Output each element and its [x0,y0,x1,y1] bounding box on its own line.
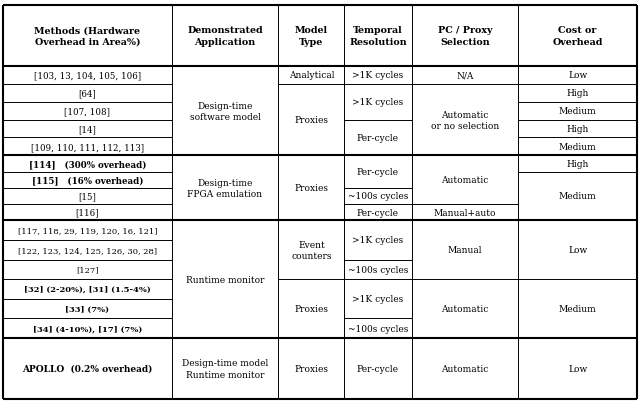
Text: APOLLO  (0.2% overhead): APOLLO (0.2% overhead) [22,364,152,373]
Text: Proxies: Proxies [294,364,328,373]
Text: Design-time
software model: Design-time software model [189,101,260,122]
Text: High: High [566,160,589,168]
Text: Low: Low [568,364,588,373]
Text: Automatic: Automatic [441,304,489,313]
Text: [127]: [127] [76,266,99,274]
Text: Medium: Medium [559,107,596,116]
Text: Proxies: Proxies [294,116,328,125]
Text: Medium: Medium [559,192,596,201]
Text: >1K cycles: >1K cycles [352,98,404,107]
Text: ~100s cycles: ~100s cycles [348,192,408,201]
Text: [114]   (300% overhead): [114] (300% overhead) [29,160,146,168]
Text: [116]: [116] [76,208,99,217]
Text: Demonstrated
Application: Demonstrated Application [187,26,263,47]
Text: Methods (Hardware
Overhead in Area%): Methods (Hardware Overhead in Area%) [35,26,140,47]
Text: >1K cycles: >1K cycles [352,236,404,245]
Text: [15]: [15] [79,192,96,201]
Text: ~100s cycles: ~100s cycles [348,265,408,274]
Text: High: High [566,125,589,134]
Text: >1K cycles: >1K cycles [352,294,404,303]
Text: Per-cycle: Per-cycle [357,168,399,177]
Text: N/A: N/A [456,71,474,80]
Text: [34] (4-10%), [17] (7%): [34] (4-10%), [17] (7%) [33,324,142,333]
Text: Automatic: Automatic [441,176,489,185]
Text: Manual+auto: Manual+auto [434,208,496,217]
Text: Design-time
FPGA emulation: Design-time FPGA emulation [188,178,262,198]
Text: Low: Low [568,245,588,255]
Text: Model
Type: Model Type [295,26,328,47]
Text: [107, 108]: [107, 108] [65,107,110,116]
Text: Manual: Manual [448,245,482,255]
Text: Temporal
Resolution: Temporal Resolution [349,26,407,47]
Text: ~100s cycles: ~100s cycles [348,324,408,333]
Text: [122, 123, 124, 125, 126, 30, 28]: [122, 123, 124, 125, 126, 30, 28] [18,246,157,254]
Text: [115]   (16% overhead): [115] (16% overhead) [31,176,143,185]
Text: [33] (7%): [33] (7%) [65,305,109,313]
Text: Medium: Medium [559,143,596,151]
Text: High: High [566,89,589,98]
Text: Proxies: Proxies [294,304,328,313]
Text: [14]: [14] [79,125,96,134]
Text: Runtime monitor: Runtime monitor [186,275,264,284]
Text: Cost or
Overhead: Cost or Overhead [552,26,603,47]
Text: Analytical: Analytical [289,71,334,80]
Text: Per-cycle: Per-cycle [357,364,399,373]
Text: Medium: Medium [559,304,596,313]
Text: Design-time model
Runtime monitor: Design-time model Runtime monitor [182,358,268,379]
Text: [109, 110, 111, 112, 113]: [109, 110, 111, 112, 113] [31,143,144,151]
Text: Event
counters: Event counters [291,240,332,260]
Text: [103, 13, 104, 105, 106]: [103, 13, 104, 105, 106] [34,71,141,80]
Text: Automatic
or no selection: Automatic or no selection [431,110,499,130]
Text: PC / Proxy
Selection: PC / Proxy Selection [438,26,492,47]
Text: Per-cycle: Per-cycle [357,134,399,143]
Text: [117, 118, 29, 119, 120, 16, 121]: [117, 118, 29, 119, 120, 16, 121] [18,226,157,234]
Text: Automatic: Automatic [441,364,489,373]
Text: Per-cycle: Per-cycle [357,208,399,217]
Text: [64]: [64] [79,89,96,98]
Text: >1K cycles: >1K cycles [352,71,404,80]
Text: Proxies: Proxies [294,184,328,193]
Text: [32] (2-20%), [31] (1.5-4%): [32] (2-20%), [31] (1.5-4%) [24,285,151,293]
Text: Low: Low [568,71,588,80]
